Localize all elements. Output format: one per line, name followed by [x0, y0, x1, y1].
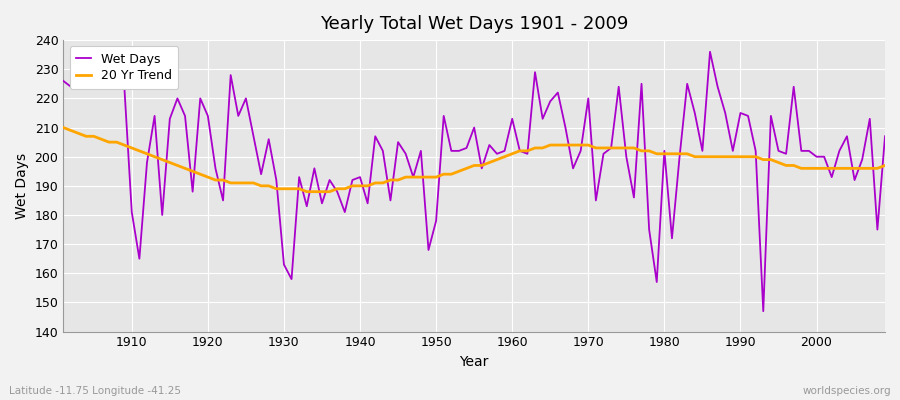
Wet Days: [286, 277, 297, 282]
20 Yr Trend: [58, 125, 68, 130]
20 Yr Trend: [879, 163, 890, 168]
20 Yr Trend: [606, 146, 616, 150]
Text: Latitude -11.75 Longitude -41.25: Latitude -11.75 Longitude -41.25: [9, 386, 181, 396]
Wet Days: [119, 82, 130, 86]
20 Yr Trend: [302, 189, 312, 194]
Line: 20 Yr Trend: 20 Yr Trend: [63, 128, 885, 192]
Wet Days: [500, 148, 510, 153]
20 Yr Trend: [339, 186, 350, 191]
20 Yr Trend: [515, 148, 526, 153]
Text: worldspecies.org: worldspecies.org: [803, 386, 891, 396]
Legend: Wet Days, 20 Yr Trend: Wet Days, 20 Yr Trend: [69, 46, 178, 89]
20 Yr Trend: [286, 186, 297, 191]
Wet Days: [332, 189, 343, 194]
Wet Days: [58, 78, 68, 83]
X-axis label: Year: Year: [460, 355, 489, 369]
Wet Days: [758, 309, 769, 314]
Wet Days: [705, 49, 716, 54]
20 Yr Trend: [507, 151, 517, 156]
Wet Days: [598, 151, 609, 156]
Wet Days: [507, 116, 517, 121]
Y-axis label: Wet Days: Wet Days: [15, 153, 29, 219]
Line: Wet Days: Wet Days: [63, 52, 885, 311]
20 Yr Trend: [119, 143, 130, 148]
Title: Yearly Total Wet Days 1901 - 2009: Yearly Total Wet Days 1901 - 2009: [320, 15, 628, 33]
Wet Days: [879, 134, 890, 139]
